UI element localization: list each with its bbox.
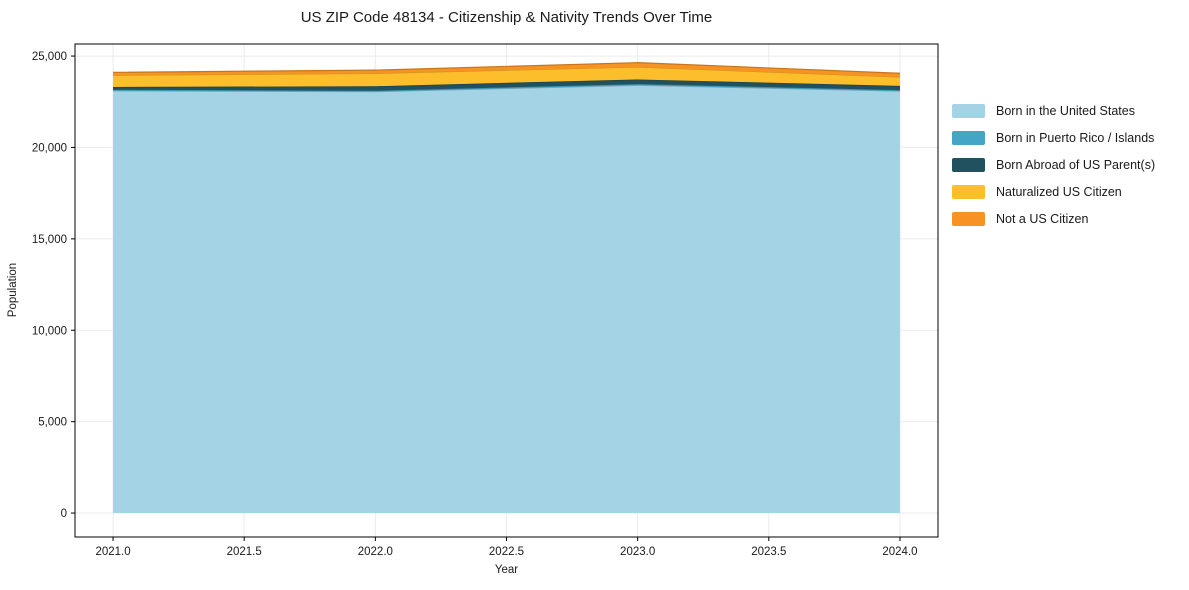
y-tick-label: 15,000 bbox=[32, 234, 67, 246]
legend-label: Born Abroad of US Parent(s) bbox=[996, 157, 1156, 172]
area-series bbox=[113, 67, 900, 87]
chart-title: US ZIP Code 48134 - Citizenship & Nativi… bbox=[300, 9, 713, 26]
area-series bbox=[113, 79, 900, 91]
area-series bbox=[113, 85, 900, 514]
legend-swatch bbox=[952, 131, 985, 146]
x-axis-title: Year bbox=[494, 564, 519, 576]
x-tick-label: 2022.0 bbox=[358, 546, 393, 558]
y-tick-label: 25,000 bbox=[32, 51, 67, 63]
area-series bbox=[113, 62, 900, 78]
y-tick-label: 5,000 bbox=[38, 417, 67, 429]
legend-label: Born in Puerto Rico / Islands bbox=[996, 131, 1155, 146]
x-tick-label: 2024.0 bbox=[882, 546, 917, 558]
y-tick-label: 0 bbox=[61, 508, 67, 520]
x-tick-label: 2022.5 bbox=[489, 546, 524, 558]
legend-item: Naturalized US Citizen bbox=[952, 178, 1155, 205]
legend-label: Born in the United States bbox=[996, 104, 1135, 119]
x-tick-label: 2023.5 bbox=[751, 546, 786, 558]
legend-swatch bbox=[952, 184, 985, 199]
legend-item: Born in the United States bbox=[952, 98, 1155, 125]
x-tick-label: 2023.0 bbox=[620, 546, 655, 558]
y-tick-label: 10,000 bbox=[32, 325, 67, 337]
legend-swatch bbox=[952, 104, 985, 119]
legend-label: Not a US Citizen bbox=[996, 211, 1089, 226]
x-tick-label: 2021.0 bbox=[95, 546, 130, 558]
legend: Born in the United States Born in Puerto … bbox=[952, 98, 1155, 232]
legend-swatch bbox=[952, 211, 985, 226]
legend-label: Naturalized US Citizen bbox=[996, 184, 1122, 199]
legend-item: Born in Puerto Rico / Islands bbox=[952, 125, 1155, 152]
area-series-edge bbox=[113, 62, 900, 74]
y-tick-label: 20,000 bbox=[32, 142, 67, 154]
legend-item: Not a US Citizen bbox=[952, 205, 1155, 232]
legend-swatch bbox=[952, 157, 985, 172]
x-tick-label: 2021.5 bbox=[227, 546, 262, 558]
y-axis-title: Population bbox=[7, 262, 19, 318]
legend-item: Born Abroad of US Parent(s) bbox=[952, 152, 1155, 179]
